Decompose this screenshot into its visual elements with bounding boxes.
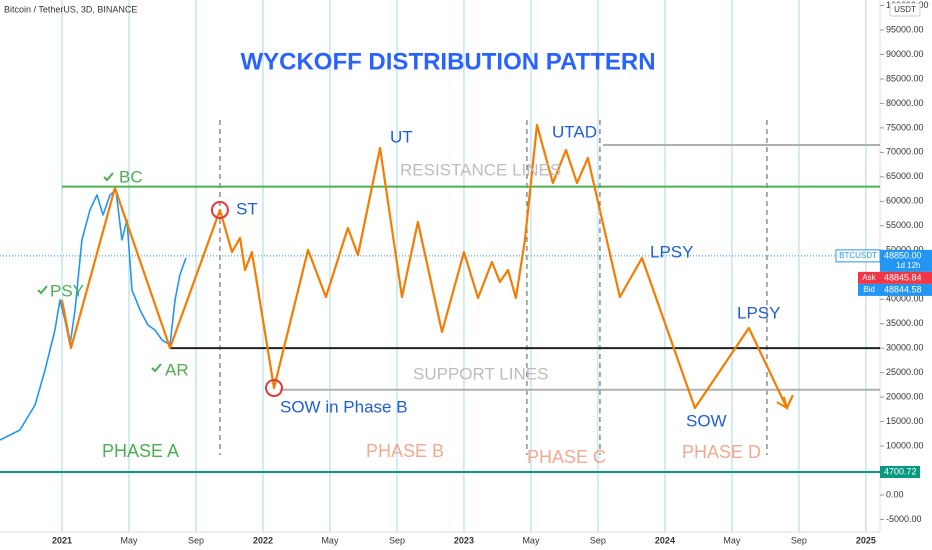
check-icon (103, 172, 114, 182)
y-tick-label: 90000.00 (886, 49, 924, 59)
bid-box (880, 283, 932, 296)
x-tick-label: 2021 (52, 535, 72, 545)
annotation: SUPPORT LINES (413, 364, 548, 383)
ask-tag (858, 271, 880, 284)
x-tick-label: May (321, 535, 339, 545)
arrow-head (776, 396, 789, 411)
price-box (880, 249, 932, 272)
y-tick-label: 75000.00 (886, 122, 924, 132)
x-tick-label: 2024 (655, 535, 675, 545)
low-label: 4700.72 (884, 466, 917, 476)
check-icon (37, 285, 48, 295)
y-tick-label: 85000.00 (886, 73, 924, 83)
annotation: PHASE B (366, 441, 444, 461)
check-icon (151, 363, 162, 373)
currency-box (889, 2, 921, 17)
annotation: PSY (50, 281, 84, 300)
point-circle (265, 378, 284, 397)
countdown-label: 1d 12h (896, 261, 920, 270)
price-label: 48850.00 (884, 250, 922, 260)
bid-name: Bid (863, 285, 875, 294)
x-tick-label: Sep (590, 535, 606, 545)
x-tick-label: 2025 (856, 535, 876, 545)
ask-name: Ask (862, 273, 876, 282)
ask-box (880, 271, 932, 284)
annotation: UTAD (552, 122, 597, 141)
series-line (60, 123, 794, 410)
y-tick-label: 60000.00 (886, 196, 924, 206)
x-tick-label: 2023 (454, 535, 474, 545)
bid-label: 48844.58 (884, 284, 922, 294)
bid-tag (858, 283, 880, 296)
x-tick-label: Sep (188, 535, 204, 545)
y-tick-label: 50000.00 (886, 245, 924, 255)
symbol-header: Bitcoin / TetherUS, 3D, BINANCE (4, 4, 137, 14)
low-box (880, 465, 920, 478)
y-tick-label: 35000.00 (886, 318, 924, 328)
y-tick-label: 0.00 (886, 489, 904, 499)
annotation: SOW (686, 411, 727, 430)
annotation: ST (236, 199, 258, 218)
y-tick-label: -5000.00 (886, 514, 922, 524)
y-tick-label: 95000.00 (886, 24, 924, 34)
x-tick-label: May (723, 535, 741, 545)
currency: USDT (894, 5, 916, 14)
y-tick-label: 15000.00 (886, 416, 924, 426)
annotation: LPSY (650, 242, 693, 261)
x-tick-label: May (120, 535, 138, 545)
y-tick-label: 65000.00 (886, 171, 924, 181)
y-tick-label: 40000.00 (886, 294, 924, 304)
x-tick-label: May (522, 535, 540, 545)
y-tick-label: 30000.00 (886, 343, 924, 353)
x-tick-label: 2022 (253, 535, 273, 545)
annotation: UT (390, 127, 413, 146)
ask-label: 48845.84 (884, 272, 922, 282)
x-tick-label: Sep (389, 535, 405, 545)
y-tick-label: 70000.00 (886, 147, 924, 157)
annotation: AR (165, 360, 189, 379)
x-tick-label: Sep (791, 535, 807, 545)
annotation: PHASE D (682, 442, 761, 462)
y-tick-label: 10000.00 (886, 440, 924, 450)
annotation: BC (119, 167, 143, 186)
point-circle (210, 200, 229, 219)
annotation: RESISTANCE LINES (400, 160, 561, 179)
y-tick-label: 80000.00 (886, 98, 924, 108)
annotation: PHASE A (102, 441, 179, 461)
annotation: PHASE C (527, 447, 606, 467)
y-tick-label: 20000.00 (886, 391, 924, 401)
series-line (0, 189, 187, 441)
y-tick-label: 55000.00 (886, 220, 924, 230)
y-tick-label: 25000.00 (886, 367, 924, 377)
chart-title: WYCKOFF DISTRIBUTION PATTERN (240, 48, 655, 75)
annotation: SOW in Phase B (280, 397, 408, 416)
symbol-label: BTCUSDT (839, 251, 877, 260)
annotation: LPSY (737, 303, 780, 322)
